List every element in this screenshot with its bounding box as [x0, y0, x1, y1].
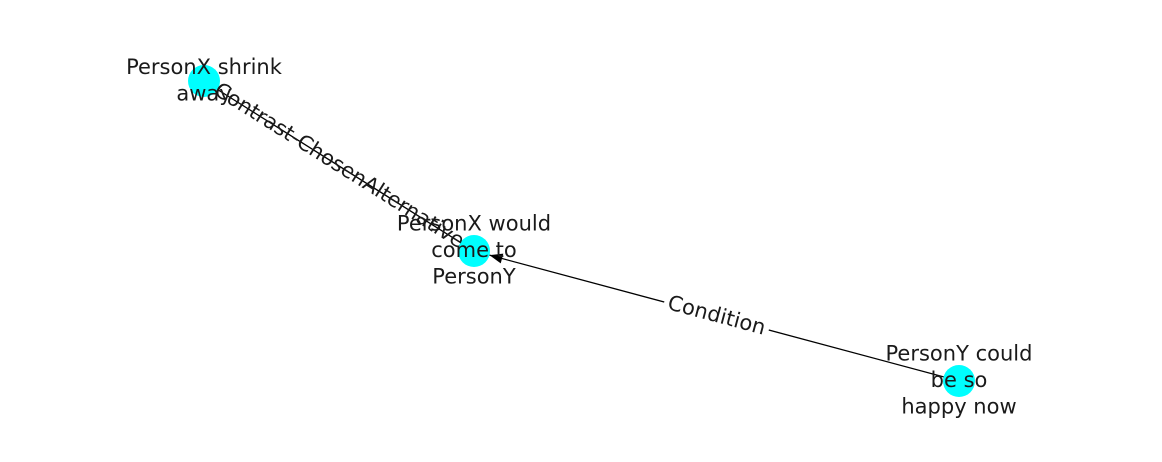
edge-shrink-come — [203, 80, 475, 252]
edge-label-shrink-come: Contrast-ChosenAlternative — [210, 78, 469, 253]
node-happy — [943, 365, 975, 397]
edge-label-happy-come: Condition — [665, 290, 768, 339]
node-label-shrink: PersonX shrink away — [126, 55, 283, 106]
node-shrink — [188, 65, 220, 97]
arrow-head — [489, 253, 504, 264]
edge-label-group: Condition — [661, 288, 773, 342]
node-label-line: PersonY — [432, 265, 516, 289]
nodes-layer — [188, 65, 975, 397]
node-label-line: happy now — [901, 395, 1016, 419]
node-label-line: be so — [931, 368, 988, 392]
node-label-line: come to — [431, 238, 517, 262]
node-label-line: PersonY could — [886, 342, 1033, 366]
node-label-happy: PersonY could be so happy now — [886, 342, 1033, 419]
edge-labels-layer: Condition Contrast-ChosenAlternative — [210, 78, 773, 342]
edge-label-group: Contrast-ChosenAlternative — [210, 78, 469, 253]
node-label-come: PersonX would come to PersonY — [397, 212, 551, 289]
node-label-line: away — [176, 81, 231, 105]
node-come — [458, 235, 490, 267]
edge-label-background — [661, 288, 773, 342]
node-label-line: PersonX would — [397, 212, 551, 236]
node-label-line: PersonX shrink — [126, 55, 283, 79]
edges-layer — [203, 80, 960, 382]
